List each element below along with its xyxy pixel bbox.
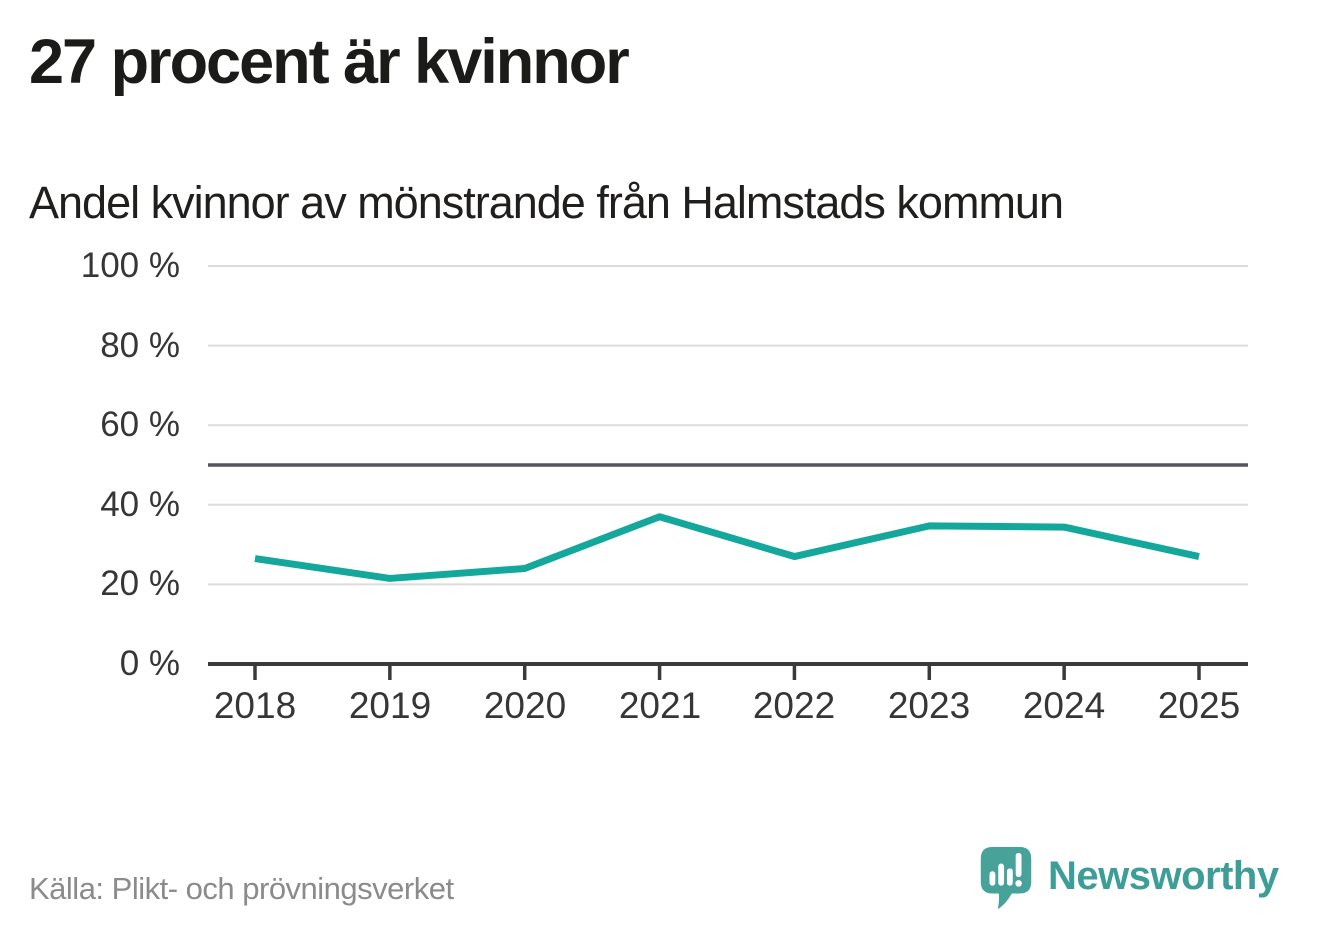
- line-chart: 100 % 80 % 60 % 40 % 20 % 0 % 2018 2019 …: [80, 246, 1248, 726]
- y-tick-label: 40 %: [100, 485, 180, 524]
- y-tick-label: 0 %: [119, 644, 180, 683]
- x-tick-label: 2022: [752, 685, 836, 726]
- x-tick-label: 2021: [618, 685, 702, 726]
- page-title: 27 procent är kvinnor: [29, 27, 630, 97]
- y-tick-label: 100 %: [80, 246, 180, 285]
- newsworthy-wordmark: Newsworthy: [1048, 854, 1279, 898]
- line-chart-svg: [208, 265, 1248, 680]
- y-tick-label: 60 %: [100, 405, 180, 444]
- x-tick-label: 2025: [1157, 685, 1241, 726]
- newsworthy-logo: Newsworthy: [980, 845, 1300, 915]
- y-tick-label: 20 %: [100, 564, 180, 603]
- x-tick-label: 2019: [348, 685, 432, 726]
- x-tick-label: 2020: [483, 685, 567, 726]
- source-attribution: Källa: Plikt- och prövningsverket: [29, 871, 454, 906]
- y-tick-label: 80 %: [100, 326, 180, 365]
- x-tick-label: 2018: [213, 685, 297, 726]
- x-tick-label: 2024: [1022, 685, 1106, 726]
- x-tick-label: 2023: [887, 685, 971, 726]
- chart-subtitle: Andel kvinnor av mönstrande från Halmsta…: [29, 177, 1064, 228]
- bar-chart-glyph: [989, 852, 1022, 887]
- newsworthy-bubble-icon: [980, 847, 1032, 910]
